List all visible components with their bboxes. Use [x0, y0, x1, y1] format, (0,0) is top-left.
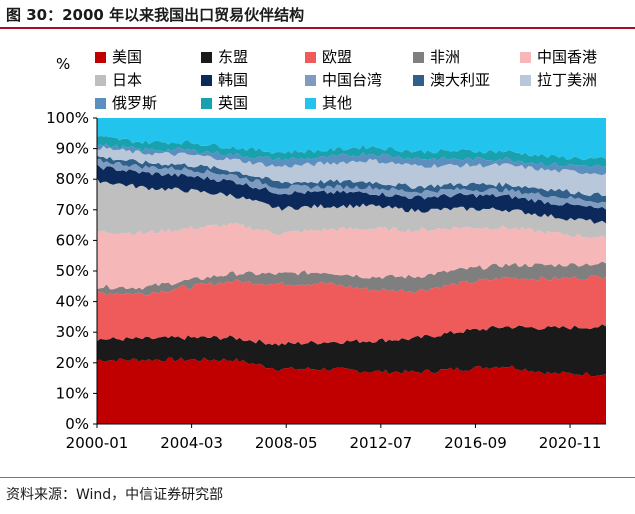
legend-swatch [413, 75, 424, 86]
legend-swatch [520, 52, 531, 63]
y-tick-label: 40% [56, 293, 89, 311]
legend-item: 其他 [305, 92, 352, 113]
area-series [97, 143, 606, 176]
legend-swatch [201, 52, 212, 63]
area-series [97, 324, 606, 377]
x-tick-label: 2000-01 [66, 434, 129, 452]
legend-item: 欧盟 [305, 46, 352, 67]
y-tick-label: 90% [56, 140, 89, 158]
legend-item: 拉丁美洲 [520, 69, 597, 90]
legend-item: 俄罗斯 [95, 92, 157, 113]
area-series [97, 357, 606, 424]
legend-item: 非洲 [413, 46, 460, 67]
y-tick-label: 100% [46, 109, 89, 127]
x-tick-label: 2012-07 [349, 434, 412, 452]
y-tick-label: 80% [56, 170, 89, 188]
area-series [97, 222, 606, 290]
area-series [97, 164, 606, 224]
legend-swatch [413, 52, 424, 63]
legend-item: 澳大利亚 [413, 69, 490, 90]
legend-label: 非洲 [430, 48, 461, 66]
stacked-area-chart: 0% 10% 20% 30% 40% 50% 60% 70% 80% 90% 100% 2000-01… [46, 109, 606, 452]
area-series [97, 261, 606, 296]
x-tick-label: 2020-11 [539, 434, 602, 452]
source-note: 资料来源：Wind，中信证券研究部 [6, 487, 224, 503]
legend-label: 美国 [112, 48, 143, 66]
y-unit-label: % [56, 55, 71, 73]
area-series [97, 158, 606, 210]
figure-title: 图 30：2000 年以来我国出口贸易伙伴结构 [6, 6, 305, 24]
legend-label: 其他 [322, 94, 353, 112]
area-series [97, 178, 606, 238]
x-tick-label: 2016-09 [444, 434, 507, 452]
legend-item: 韩国 [201, 69, 248, 90]
legend-label: 英国 [218, 94, 249, 112]
area-series [97, 118, 606, 161]
legend-label: 中国香港 [537, 48, 598, 66]
legend-item: 英国 [201, 92, 248, 113]
y-tick-label: 0% [65, 415, 89, 433]
legend-swatch [305, 98, 316, 109]
x-tick-label: 2004-03 [160, 434, 223, 452]
legend-swatch [95, 75, 106, 86]
legend-item: 中国台湾 [305, 69, 382, 90]
legend-swatch [95, 98, 106, 109]
legend-swatch [201, 75, 212, 86]
y-tick-label: 10% [56, 384, 89, 402]
area-series [97, 155, 606, 204]
legend-label: 韩国 [218, 71, 249, 89]
y-tick-label: 30% [56, 323, 89, 341]
area-series [97, 136, 606, 168]
y-tick-label: 70% [56, 201, 89, 219]
legend-item: 日本 [95, 69, 142, 90]
legend-label: 欧盟 [322, 48, 353, 66]
legend-swatch [95, 52, 106, 63]
legend-swatch [305, 52, 316, 63]
legend-label: 中国台湾 [322, 71, 383, 89]
y-tick-label: 50% [56, 262, 89, 280]
area-series [97, 146, 606, 197]
legend-label: 日本 [112, 71, 143, 89]
y-tick-label: 20% [56, 354, 89, 372]
legend-item: 中国香港 [520, 46, 597, 67]
legend-swatch [520, 75, 531, 86]
legend-swatch [305, 75, 316, 86]
legend-item: 东盟 [201, 46, 248, 67]
area-series [97, 275, 606, 346]
legend-item: 美国 [95, 46, 142, 67]
x-tick-label: 2008-05 [255, 434, 318, 452]
legend-label: 澳大利亚 [430, 71, 491, 89]
legend-label: 拉丁美洲 [537, 71, 598, 89]
legend-swatch [201, 98, 212, 109]
legend-label: 俄罗斯 [112, 94, 158, 112]
title-rule [0, 27, 635, 29]
legend-label: 东盟 [218, 48, 249, 66]
y-tick-label: 60% [56, 231, 89, 249]
source-rule [0, 477, 635, 478]
